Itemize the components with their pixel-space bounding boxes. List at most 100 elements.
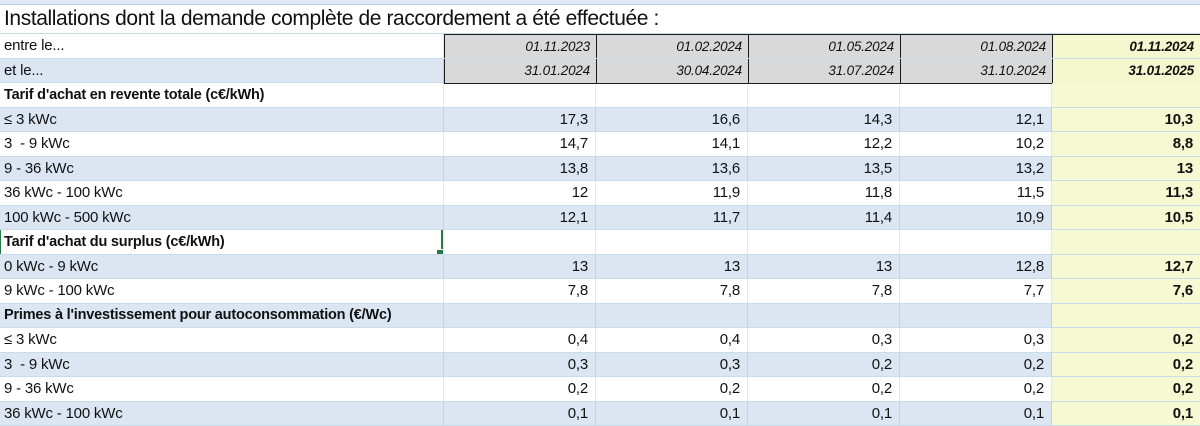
tariff-value-cell[interactable]: 11,5 bbox=[900, 181, 1052, 205]
date-cell[interactable]: 01.11.2024 bbox=[1052, 34, 1200, 58]
tariff-value-cell[interactable]: 10,2 bbox=[900, 132, 1052, 156]
tariff-value-cell[interactable]: 0,3 bbox=[444, 352, 596, 376]
tariff-value-cell[interactable]: 13,8 bbox=[444, 156, 596, 180]
tariff-value-cell[interactable]: 0,2 bbox=[1052, 352, 1200, 376]
date-cell[interactable]: 01.11.2023 bbox=[444, 34, 596, 58]
tariff-value-cell[interactable]: 11,8 bbox=[748, 181, 900, 205]
row-label-cell[interactable]: 36 kWc - 100 kWc bbox=[0, 401, 444, 425]
tariff-value-cell[interactable]: 17,3 bbox=[444, 107, 596, 131]
tariff-value-cell[interactable]: 12,1 bbox=[900, 107, 1052, 131]
empty-cell[interactable] bbox=[748, 83, 900, 107]
tariff-value-cell[interactable]: 12,7 bbox=[1052, 254, 1200, 278]
tariff-value-cell[interactable]: 0,2 bbox=[596, 377, 748, 401]
row-label-cell[interactable]: 9 - 36 kWc bbox=[0, 156, 444, 180]
empty-cell[interactable] bbox=[1052, 230, 1200, 254]
tariff-value-cell[interactable]: 7,8 bbox=[748, 279, 900, 303]
tariff-value-cell[interactable]: 13 bbox=[748, 254, 900, 278]
tariff-value-cell[interactable]: 0,1 bbox=[596, 401, 748, 425]
empty-cell[interactable] bbox=[748, 230, 900, 254]
empty-cell[interactable] bbox=[596, 230, 748, 254]
section-header-cell[interactable]: Primes à l'investissement pour autoconso… bbox=[0, 303, 444, 327]
row-label-cell[interactable]: 9 kWc - 100 kWc bbox=[0, 279, 444, 303]
empty-cell[interactable] bbox=[444, 303, 596, 327]
period-start-row: entre le... 01.11.2023 01.02.2024 01.05.202… bbox=[0, 34, 1200, 59]
date-cell[interactable]: 01.08.2024 bbox=[900, 34, 1052, 58]
row-label-cell[interactable]: ≤ 3 kWc bbox=[0, 328, 444, 352]
empty-cell[interactable] bbox=[444, 83, 596, 107]
period-row-label[interactable]: et le... bbox=[0, 58, 444, 83]
tariff-value-cell[interactable]: 0,2 bbox=[444, 377, 596, 401]
row-label-cell[interactable]: 100 kWc - 500 kWc bbox=[0, 205, 444, 229]
empty-cell[interactable] bbox=[1052, 83, 1200, 107]
tariff-value-cell[interactable]: 12,8 bbox=[900, 254, 1052, 278]
row-label-cell[interactable]: 36 kWc - 100 kWc bbox=[0, 181, 444, 205]
tariff-value-cell[interactable]: 11,9 bbox=[596, 181, 748, 205]
period-row-label[interactable]: entre le... bbox=[0, 34, 444, 58]
empty-cell[interactable] bbox=[900, 303, 1052, 327]
empty-cell[interactable] bbox=[1052, 303, 1200, 327]
tariff-value-cell[interactable]: 10,9 bbox=[900, 205, 1052, 229]
tariff-value-cell[interactable]: 12,1 bbox=[444, 205, 596, 229]
tariff-value-cell[interactable]: 0,1 bbox=[1052, 401, 1200, 425]
tariff-value-cell[interactable]: 0,2 bbox=[748, 352, 900, 376]
empty-cell[interactable] bbox=[596, 303, 748, 327]
tariff-value-cell[interactable]: 0,3 bbox=[596, 352, 748, 376]
tariff-value-cell[interactable]: 0,3 bbox=[900, 328, 1052, 352]
section-header-cell[interactable]: Tarif d'achat du surplus (c€/kWh) bbox=[0, 230, 444, 254]
tariff-value-cell[interactable]: 7,7 bbox=[900, 279, 1052, 303]
empty-cell[interactable] bbox=[596, 83, 748, 107]
tariff-value-cell[interactable]: 10,5 bbox=[1052, 205, 1200, 229]
tariff-value-cell[interactable]: 13 bbox=[444, 254, 596, 278]
fill-handle[interactable] bbox=[436, 248, 443, 254]
tariff-value-cell[interactable]: 16,6 bbox=[596, 107, 748, 131]
row-label-cell[interactable]: ≤ 3 kWc bbox=[0, 107, 444, 131]
tariff-value-cell[interactable]: 13 bbox=[1052, 156, 1200, 180]
empty-cell[interactable] bbox=[748, 303, 900, 327]
tariff-value-cell[interactable]: 0,2 bbox=[900, 377, 1052, 401]
date-cell[interactable]: 31.10.2024 bbox=[900, 58, 1052, 84]
tariff-value-cell[interactable]: 11,4 bbox=[748, 205, 900, 229]
tariff-value-cell[interactable]: 14,3 bbox=[748, 107, 900, 131]
date-cell[interactable]: 30.04.2024 bbox=[596, 58, 748, 84]
date-cell[interactable]: 31.07.2024 bbox=[748, 58, 900, 84]
sheet-title-cell[interactable]: Installations dont la demande complète d… bbox=[0, 5, 1200, 34]
tariff-value-cell[interactable]: 7,8 bbox=[444, 279, 596, 303]
tariff-value-cell[interactable]: 0,2 bbox=[1052, 328, 1200, 352]
tariff-value-cell[interactable]: 0,3 bbox=[748, 328, 900, 352]
empty-cell[interactable] bbox=[900, 83, 1052, 107]
tariff-value-cell[interactable]: 13,2 bbox=[900, 156, 1052, 180]
sheet-title: Installations dont la demande complète d… bbox=[4, 7, 659, 30]
tariff-value-cell[interactable]: 13 bbox=[596, 254, 748, 278]
section-header-cell[interactable]: Tarif d'achat en revente totale (c€/kWh) bbox=[0, 83, 444, 107]
tariff-value-cell[interactable]: 7,8 bbox=[596, 279, 748, 303]
tariff-value-cell[interactable]: 0,2 bbox=[1052, 377, 1200, 401]
tariff-value-cell[interactable]: 14,1 bbox=[596, 132, 748, 156]
date-cell[interactable]: 01.05.2024 bbox=[748, 34, 900, 58]
tariff-value-cell[interactable]: 13,6 bbox=[596, 156, 748, 180]
tariff-value-cell[interactable]: 0,2 bbox=[900, 352, 1052, 376]
tariff-value-cell[interactable]: 0,4 bbox=[596, 328, 748, 352]
tariff-value-cell[interactable]: 0,4 bbox=[444, 328, 596, 352]
tariff-value-cell[interactable]: 0,1 bbox=[900, 401, 1052, 425]
tariff-value-cell[interactable]: 12 bbox=[444, 181, 596, 205]
tariff-value-cell[interactable]: 10,3 bbox=[1052, 107, 1200, 131]
row-label-cell[interactable]: 9 - 36 kWc bbox=[0, 377, 444, 401]
row-label-cell[interactable]: 3 - 9 kWc bbox=[0, 352, 444, 376]
tariff-value-cell[interactable]: 0,1 bbox=[444, 401, 596, 425]
tariff-value-cell[interactable]: 7,6 bbox=[1052, 279, 1200, 303]
tariff-value-cell[interactable]: 11,3 bbox=[1052, 181, 1200, 205]
empty-cell[interactable] bbox=[444, 230, 596, 254]
row-label-cell[interactable]: 3 - 9 kWc bbox=[0, 132, 444, 156]
tariff-value-cell[interactable]: 11,7 bbox=[596, 205, 748, 229]
tariff-value-cell[interactable]: 8,8 bbox=[1052, 132, 1200, 156]
tariff-value-cell[interactable]: 12,2 bbox=[748, 132, 900, 156]
date-cell[interactable]: 31.01.2025 bbox=[1052, 58, 1200, 84]
tariff-value-cell[interactable]: 0,2 bbox=[748, 377, 900, 401]
tariff-value-cell[interactable]: 14,7 bbox=[444, 132, 596, 156]
row-label-cell[interactable]: 0 kWc - 9 kWc bbox=[0, 254, 444, 278]
date-cell[interactable]: 31.01.2024 bbox=[444, 58, 596, 84]
date-cell[interactable]: 01.02.2024 bbox=[596, 34, 748, 58]
tariff-value-cell[interactable]: 13,5 bbox=[748, 156, 900, 180]
tariff-value-cell[interactable]: 0,1 bbox=[748, 401, 900, 425]
empty-cell[interactable] bbox=[900, 230, 1052, 254]
